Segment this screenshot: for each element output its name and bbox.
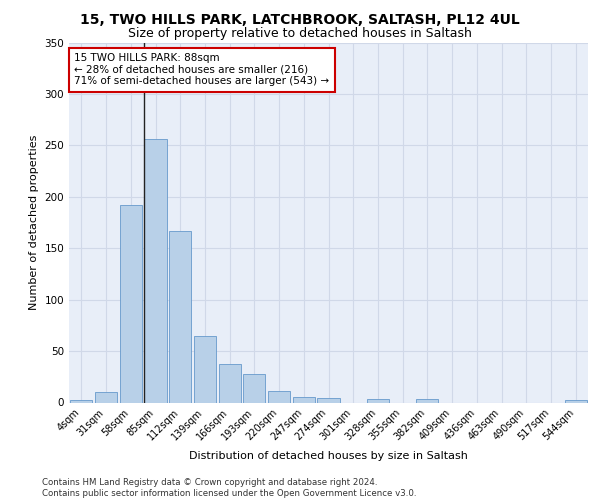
Bar <box>145 139 167 402</box>
Bar <box>416 400 439 402</box>
Bar <box>317 398 340 402</box>
Text: 15, TWO HILLS PARK, LATCHBROOK, SALTASH, PL12 4UL: 15, TWO HILLS PARK, LATCHBROOK, SALTASH,… <box>80 12 520 26</box>
Text: Contains HM Land Registry data © Crown copyright and database right 2024.
Contai: Contains HM Land Registry data © Crown c… <box>42 478 416 498</box>
Bar <box>119 205 142 402</box>
Text: 15 TWO HILLS PARK: 88sqm
← 28% of detached houses are smaller (216)
71% of semi-: 15 TWO HILLS PARK: 88sqm ← 28% of detach… <box>74 54 329 86</box>
Bar <box>293 398 315 402</box>
Bar <box>218 364 241 403</box>
Bar <box>268 391 290 402</box>
Bar <box>70 400 92 402</box>
Bar <box>95 392 117 402</box>
Bar <box>194 336 216 402</box>
X-axis label: Distribution of detached houses by size in Saltash: Distribution of detached houses by size … <box>189 450 468 460</box>
Bar <box>169 230 191 402</box>
Bar <box>565 400 587 402</box>
Text: Size of property relative to detached houses in Saltash: Size of property relative to detached ho… <box>128 28 472 40</box>
Y-axis label: Number of detached properties: Number of detached properties <box>29 135 39 310</box>
Bar <box>367 400 389 402</box>
Bar <box>243 374 265 402</box>
